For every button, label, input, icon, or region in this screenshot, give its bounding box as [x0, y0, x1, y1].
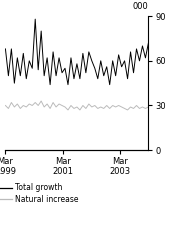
- Text: 000: 000: [133, 2, 148, 11]
- Legend: Total growth, Natural increase: Total growth, Natural increase: [0, 183, 78, 204]
